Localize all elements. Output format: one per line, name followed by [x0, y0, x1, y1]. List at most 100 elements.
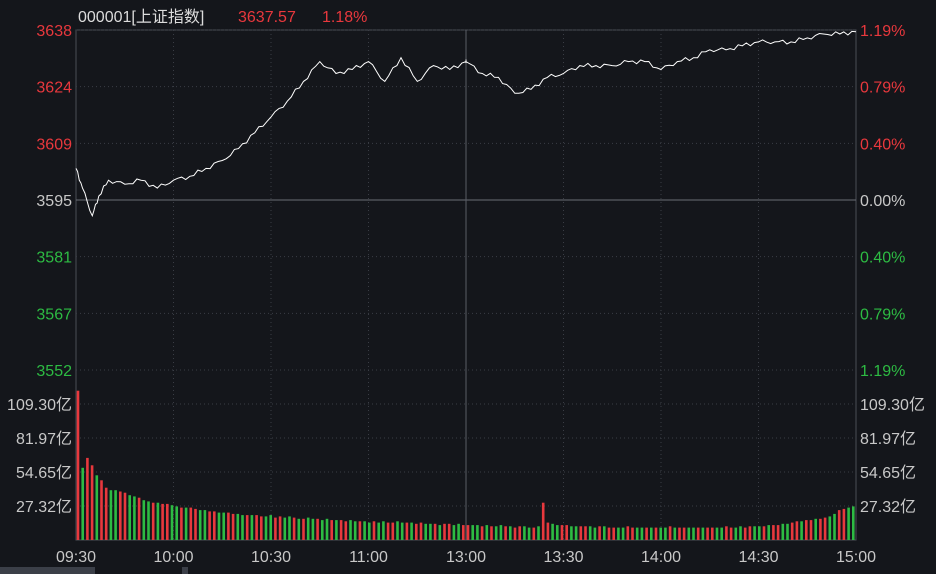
volume-bar	[424, 523, 427, 540]
volume-bar	[452, 525, 456, 540]
volume-bar	[753, 526, 756, 540]
volume-bar	[490, 526, 493, 540]
volume-bar	[720, 527, 723, 540]
volume-bar	[682, 527, 686, 540]
volume-bar	[527, 527, 531, 540]
volume-bar	[551, 523, 554, 540]
volume-bar	[335, 520, 338, 540]
volume-bar	[137, 497, 141, 540]
volume-bar	[645, 527, 648, 540]
volume-bar	[640, 527, 644, 540]
volume-bar	[513, 527, 517, 540]
volume-bar	[485, 525, 489, 540]
time-tick-label: 09:30	[56, 549, 96, 566]
volume-tick-label-right: 81.97亿	[860, 430, 916, 448]
volume-bar	[151, 502, 155, 540]
volume-bar	[570, 526, 573, 540]
volume-bar	[231, 513, 235, 540]
volume-bar	[457, 523, 460, 540]
price-tick-label: 3624	[36, 80, 72, 97]
volume-bar	[161, 503, 164, 540]
percent-tick-label: 0.40%	[860, 136, 905, 153]
volume-bar	[767, 525, 770, 540]
index-name: 000001[上证指数]	[78, 8, 204, 26]
volume-bar	[306, 517, 310, 540]
volume-bar	[579, 526, 583, 540]
scrollbar-thumb[interactable]	[0, 567, 95, 574]
volume-bar	[786, 523, 789, 540]
price-tick-label: 3552	[36, 363, 72, 380]
volume-bar	[396, 521, 399, 540]
volume-bar	[556, 525, 559, 540]
volume-bar	[128, 495, 131, 540]
volume-bar	[269, 515, 272, 540]
volume-bar	[386, 522, 390, 540]
volume-bar	[208, 511, 211, 540]
percent-tick-label: 0.79%	[860, 80, 905, 97]
volume-bar	[734, 527, 738, 540]
volume-bar	[419, 522, 423, 540]
time-tick-label: 13:00	[446, 549, 486, 566]
scroll-marker[interactable]	[182, 567, 188, 574]
time-tick-label: 15:00	[836, 549, 876, 566]
percent-tick-label: 0.40%	[860, 250, 905, 267]
volume-bar	[443, 523, 446, 540]
volume-bar	[175, 506, 178, 540]
volume-bar	[109, 490, 113, 540]
index-price: 3637.57	[238, 9, 296, 26]
volume-bar	[494, 526, 498, 540]
volume-bar	[321, 520, 324, 540]
volume-bar	[650, 527, 653, 540]
volume-axis: 109.30亿 109.30亿 81.97亿 81.97亿 54.65亿 54.65亿 27…	[7, 396, 925, 516]
volume-bar	[433, 523, 437, 540]
volume-bar	[842, 508, 846, 540]
volume-bar	[758, 526, 761, 540]
volume-bar	[81, 467, 84, 540]
volume-bar	[598, 526, 601, 540]
volume-bar	[509, 526, 512, 540]
volume-bar	[711, 527, 714, 540]
volume-bar	[603, 526, 606, 540]
right-percent-axis: 1.19% 0.79% 0.40% 0.00% 0.40% 0.79% 1.19%	[860, 23, 905, 380]
volume-bar	[668, 526, 672, 540]
volume-bar	[654, 527, 658, 540]
volume-bar	[349, 520, 352, 540]
price-tick-label: 3581	[36, 250, 72, 267]
time-tick-label: 13:30	[543, 549, 583, 566]
volume-bar	[227, 512, 230, 540]
time-tick-label: 10:30	[251, 549, 291, 566]
volume-bar	[729, 527, 733, 540]
volume-bar	[241, 515, 244, 540]
volume-bar	[809, 520, 813, 540]
volume-bar	[363, 521, 366, 540]
volume-bar	[560, 525, 564, 540]
volume-tick-label-left: 81.97亿	[16, 430, 72, 448]
volume-bar	[438, 525, 442, 540]
volume-bar	[466, 525, 470, 540]
volume-bar	[762, 526, 766, 540]
volume-bar	[584, 526, 587, 540]
volume-bar	[410, 522, 413, 540]
price-tick-label: 3638	[36, 23, 72, 40]
volume-bar	[325, 518, 329, 540]
time-axis: 09:30 10:00 10:30 11:00 13:00 13:30 14:00 14:30…	[56, 549, 876, 566]
volume-bar	[664, 527, 667, 540]
volume-tick-label-left: 27.32亿	[16, 498, 72, 516]
volume-bar	[377, 522, 380, 540]
time-tick-label: 11:00	[349, 549, 388, 566]
volume-bar	[222, 512, 225, 540]
volume-bar	[631, 527, 634, 540]
volume-bar	[372, 521, 376, 540]
volume-bar	[123, 492, 127, 540]
percent-tick-label: 1.19%	[860, 23, 905, 40]
volume-bar	[382, 521, 385, 540]
volume-bar	[288, 516, 291, 540]
volume-bar	[800, 521, 803, 540]
volume-bar	[76, 390, 80, 540]
volume-bar	[297, 518, 301, 540]
volume-bar	[701, 527, 705, 540]
volume-bar	[823, 517, 827, 540]
volume-bar	[344, 521, 348, 540]
volume-tick-label-left: 54.65亿	[16, 464, 72, 482]
volume-bar	[541, 502, 545, 540]
